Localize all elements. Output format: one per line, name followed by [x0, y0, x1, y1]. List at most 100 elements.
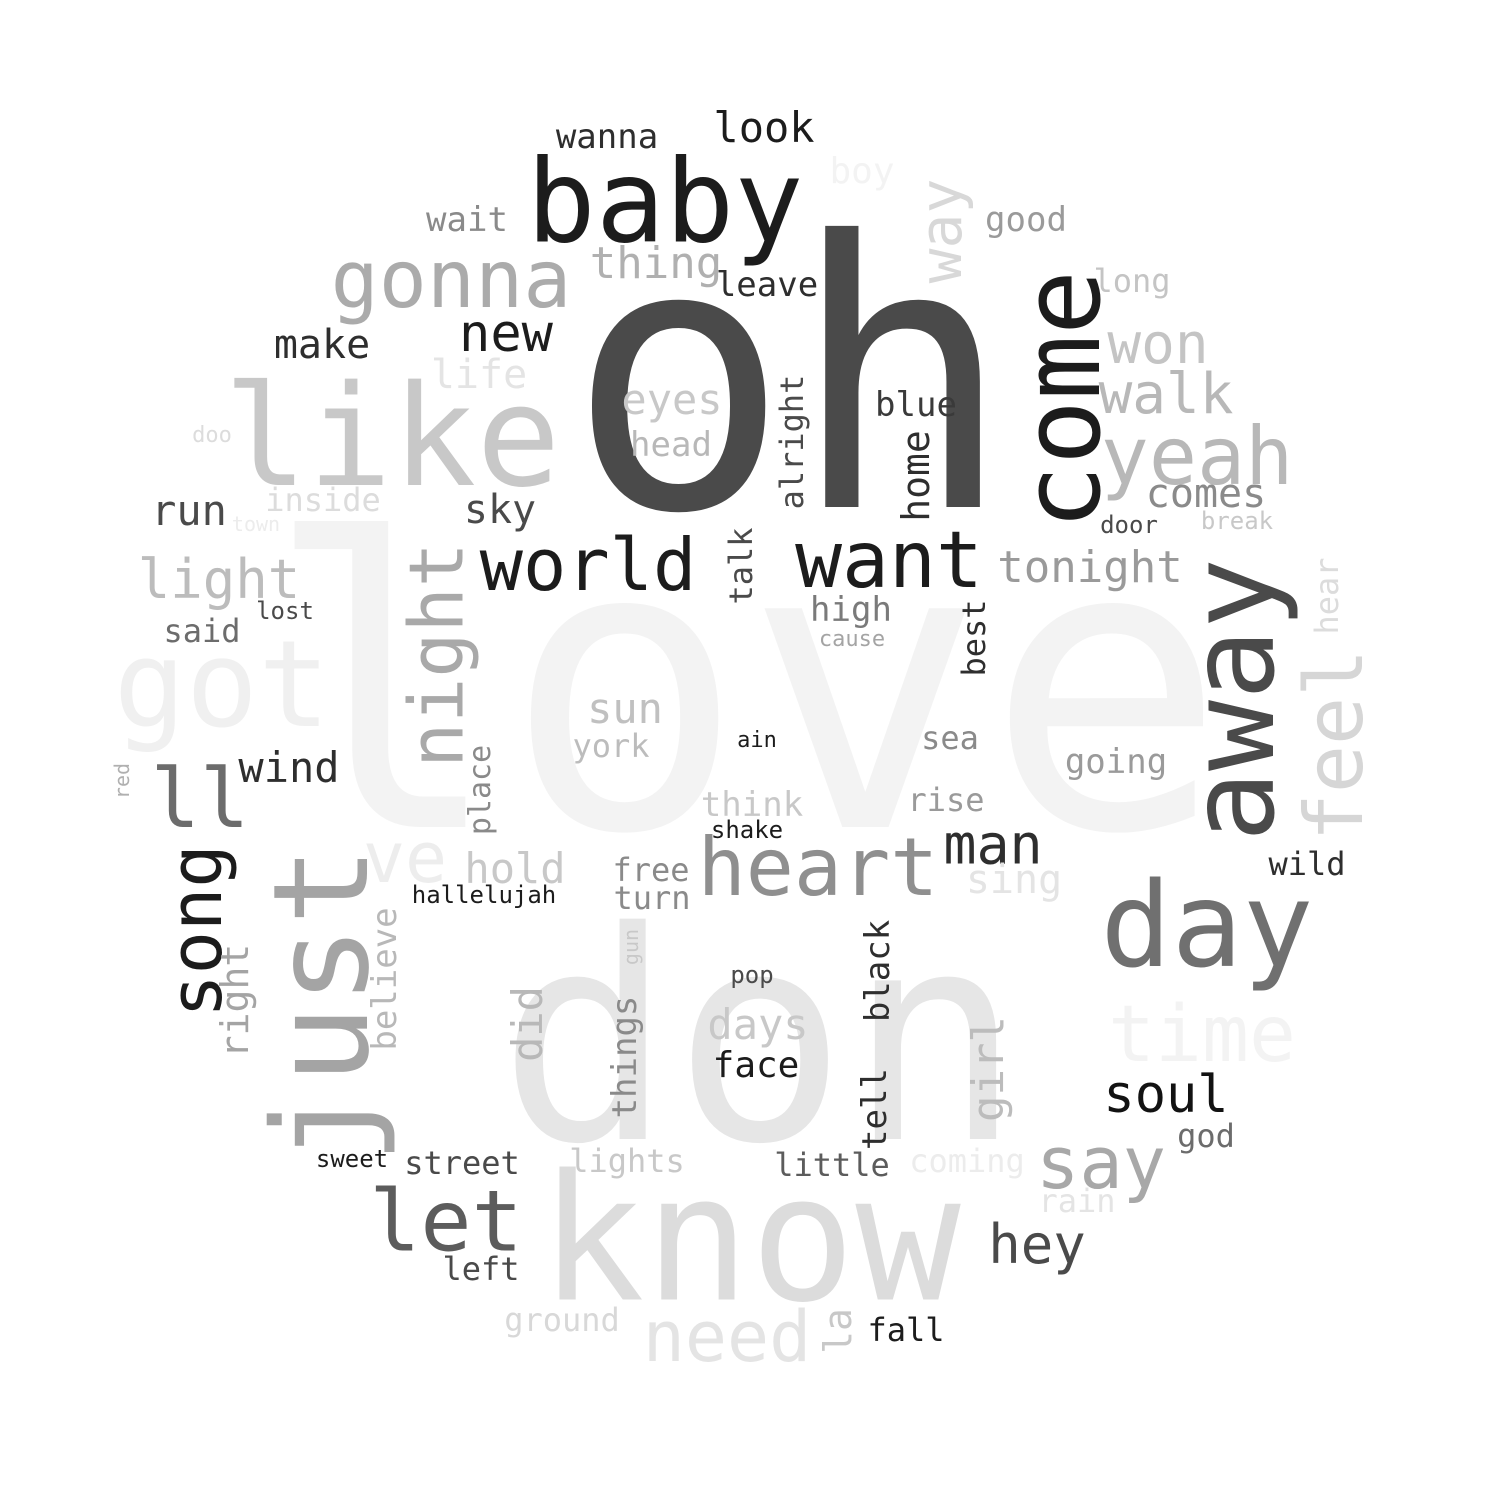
word-place: place — [463, 744, 498, 836]
word-black: black — [858, 919, 898, 1023]
word-free: free — [612, 851, 690, 889]
word-high: high — [810, 590, 892, 630]
word-know: know — [539, 1138, 961, 1342]
word-coming: coming — [909, 1142, 1025, 1180]
word-let: let — [369, 1172, 523, 1272]
word-heart: heart — [697, 821, 939, 914]
word-pop: pop — [730, 961, 774, 989]
word-night: night — [392, 542, 481, 768]
word-light: light — [137, 548, 301, 611]
word-good: good — [985, 200, 1067, 240]
word-think: think — [700, 785, 804, 825]
word-make: make — [273, 322, 371, 368]
word-said: said — [163, 612, 241, 650]
word-ve: ve — [362, 817, 448, 899]
word-oh: oh — [567, 165, 1013, 595]
word-way: way — [907, 178, 975, 284]
word-head: head — [630, 425, 712, 465]
word-rise: rise — [907, 781, 985, 819]
word-talk: talk — [722, 527, 760, 605]
word-alright: alright — [773, 374, 811, 510]
word-right: right — [213, 943, 257, 1059]
word-new: new — [459, 304, 553, 364]
word-ll: ll — [150, 752, 250, 847]
word-town: town — [231, 512, 281, 536]
word-hey: hey — [988, 1213, 1086, 1276]
word-run: run — [151, 486, 227, 535]
word-face: face — [712, 1045, 800, 1086]
word-wanna: wanna — [555, 117, 659, 157]
word-man: man — [943, 812, 1043, 877]
word-cause: cause — [818, 627, 886, 652]
word-break: break — [1200, 507, 1274, 535]
word-fall: fall — [867, 1311, 945, 1349]
word-rain: rain — [1038, 1182, 1116, 1220]
word-feel: feel — [1288, 648, 1381, 842]
word-god: god — [1177, 1117, 1235, 1155]
word-boy: boy — [829, 151, 895, 192]
word-want: want — [795, 516, 983, 606]
word-soul: soul — [1103, 1065, 1229, 1125]
word-baby: baby — [526, 135, 804, 270]
word-need: need — [642, 1296, 812, 1378]
word-wait: wait — [426, 200, 508, 240]
word-street: street — [404, 1144, 520, 1182]
word-days: days — [707, 1000, 809, 1049]
word-eyes: eyes — [621, 375, 723, 424]
word-sun: sun — [587, 684, 663, 733]
word-ground: ground — [504, 1301, 620, 1339]
word-lights: lights — [569, 1142, 685, 1180]
word-life: life — [430, 352, 528, 398]
word-walk: walk — [1098, 362, 1234, 427]
word-tonight: tonight — [997, 542, 1183, 593]
word-little: little — [774, 1146, 890, 1184]
word-love: love — [263, 457, 1227, 922]
word-thing: thing — [589, 238, 723, 289]
word-doo: doo — [192, 423, 232, 448]
word-don: don — [498, 871, 1022, 1208]
word-wild: wild — [1268, 845, 1346, 883]
word-going: going — [1064, 742, 1168, 782]
word-away: away — [1163, 557, 1301, 843]
word-home: home — [894, 430, 938, 522]
word-won: won — [1107, 312, 1209, 377]
word-gonna: gonna — [330, 233, 572, 326]
word-sea: sea — [921, 719, 979, 757]
word-sing: sing — [965, 857, 1063, 903]
word-red: red — [110, 762, 134, 800]
word-sky: sky — [463, 487, 537, 533]
word-hold: hold — [464, 844, 566, 893]
word-tell: tell — [855, 1068, 895, 1150]
word-turn: turn — [613, 879, 691, 917]
word-comes: comes — [1145, 471, 1267, 517]
word-hear: hear — [1308, 557, 1346, 635]
word-did: did — [503, 986, 552, 1062]
word-yeah: yeah — [1100, 410, 1294, 503]
word-world: world — [479, 523, 697, 607]
word-lost: lost — [256, 597, 314, 625]
word-believe: believe — [365, 907, 405, 1051]
word-la: la — [816, 1308, 860, 1354]
word-best: best — [955, 599, 993, 677]
word-hallelujah: hallelujah — [411, 881, 557, 909]
word-york: york — [572, 727, 650, 765]
word-inside: inside — [265, 481, 381, 519]
word-ain: ain — [737, 728, 777, 753]
word-leave: leave — [715, 265, 819, 305]
word-door: door — [1100, 511, 1158, 539]
word-time: time — [1108, 990, 1296, 1080]
word-sweet: sweet — [315, 1145, 389, 1173]
word-girl: girl — [963, 1016, 1014, 1122]
word-shake: shake — [710, 816, 784, 844]
word-long: long — [1093, 262, 1171, 300]
word-left: left — [442, 1250, 520, 1288]
word-look: look — [713, 103, 815, 152]
word-say: say — [1035, 1121, 1167, 1205]
word-wind: wind — [238, 743, 340, 792]
word-blue: blue — [875, 385, 957, 425]
word-things: things — [605, 995, 645, 1119]
word-gun: gun — [619, 928, 643, 966]
word-day: day — [1100, 856, 1314, 994]
word-like: like — [223, 356, 561, 519]
